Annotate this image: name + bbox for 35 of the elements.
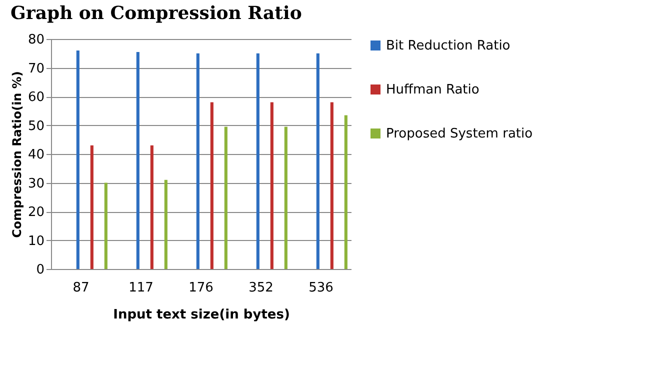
bar <box>344 115 348 269</box>
y-tick-label: 40 <box>28 148 44 162</box>
x-axis-title: Input text size(in bytes) <box>113 308 290 322</box>
x-tick-label: 352 <box>248 280 274 296</box>
bar <box>330 102 334 269</box>
x-tick-label: 536 <box>308 280 334 296</box>
bar <box>316 53 320 269</box>
chart-title: Graph on Compression Ratio <box>10 3 302 24</box>
bar <box>284 126 288 269</box>
bar <box>150 145 154 269</box>
x-tick-label: 117 <box>128 280 154 296</box>
y-tick-label: 0 <box>36 262 44 278</box>
x-tick-label: 176 <box>188 280 214 296</box>
bar <box>196 53 200 269</box>
bar <box>224 126 228 269</box>
bar <box>136 52 140 269</box>
legend-label: Proposed System ratio <box>386 126 533 142</box>
y-axis-title: Compression Ratio(in %) <box>10 71 24 238</box>
bar <box>164 180 168 269</box>
bar <box>210 102 214 269</box>
bar <box>256 53 260 269</box>
bar <box>104 182 108 269</box>
bar <box>76 50 80 269</box>
y-tick-label: 60 <box>28 90 44 105</box>
legend-label: Huffman Ratio <box>386 82 480 98</box>
y-tick-label: 50 <box>28 118 44 134</box>
y-tick-label: 20 <box>28 205 44 220</box>
x-tick-label: 87 <box>72 280 90 296</box>
legend-label: Bit Reduction Ratio <box>386 38 510 54</box>
y-tick-label: 30 <box>28 176 44 192</box>
bar <box>90 145 94 269</box>
bar <box>270 102 274 269</box>
y-tick-label: 80 <box>28 32 44 48</box>
y-tick-label: 10 <box>28 234 44 249</box>
y-tick-label: 70 <box>28 61 44 76</box>
